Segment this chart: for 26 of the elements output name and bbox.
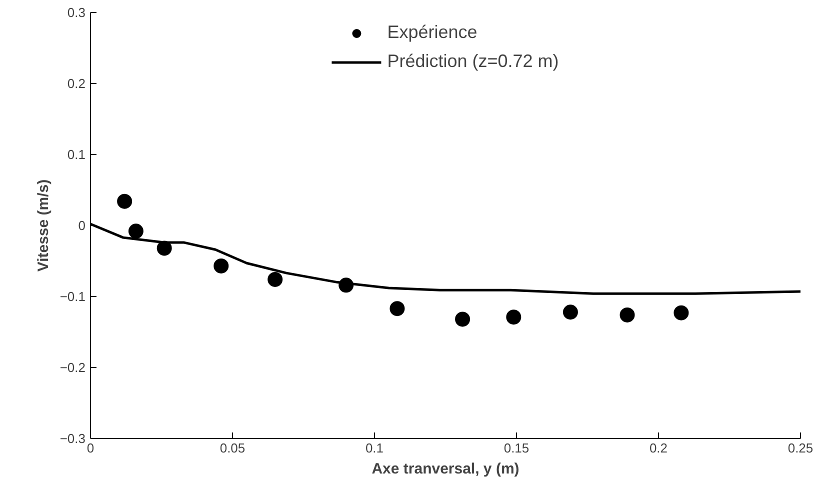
x-axis-title: Axe tranversal, y (m) [372, 460, 520, 478]
point [268, 272, 283, 287]
point [214, 258, 229, 274]
point [506, 310, 522, 325]
point [674, 305, 689, 320]
legend-label: Expérience [387, 22, 478, 43]
point [455, 312, 470, 327]
x-tick-label: 0.1 [365, 440, 384, 456]
y-tick-label: −0.2 [60, 360, 86, 375]
point [117, 194, 132, 209]
y-tick-label: 0.3 [67, 5, 86, 20]
y-tick-label: 0.1 [67, 147, 86, 162]
point [390, 301, 405, 316]
point [620, 307, 635, 322]
x-tick-label: 0.05 [220, 440, 246, 456]
legend-label: Prédiction (z=0.72 m) [387, 51, 559, 72]
point [562, 304, 578, 320]
y-axis-title: Vitesse (m/s) [34, 179, 52, 272]
y-tick-label: −0.3 [60, 431, 86, 446]
x-tick-label: 0.2 [649, 440, 668, 456]
y-tick-label: 0 [78, 218, 86, 233]
y-tick-label: 0.2 [67, 76, 86, 91]
y-tick-label: −0.1 [60, 289, 86, 304]
point [128, 224, 144, 239]
x-tick-label: 0.25 [788, 440, 814, 456]
x-tick-label: 0.15 [504, 440, 530, 456]
